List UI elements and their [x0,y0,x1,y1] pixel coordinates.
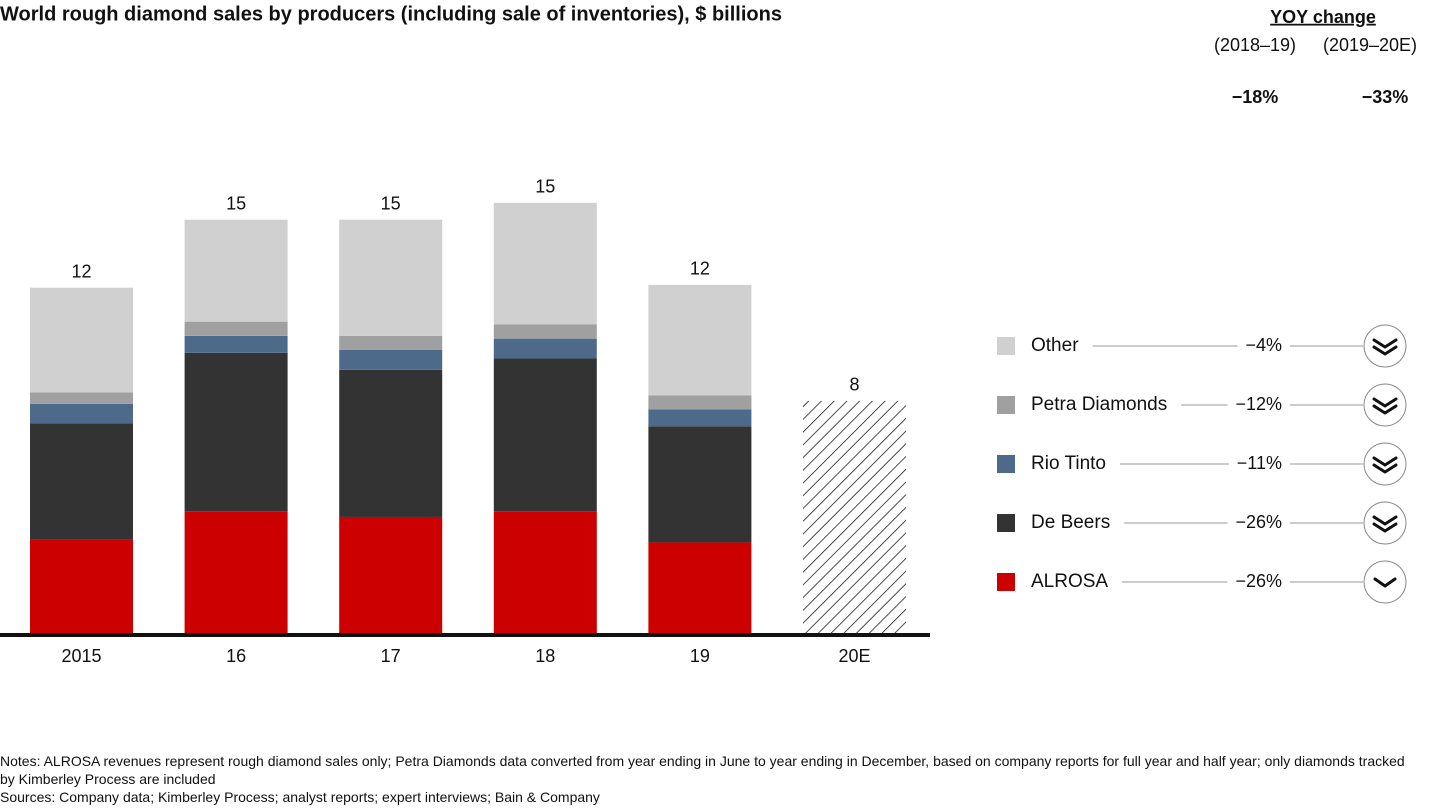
legend-swatch [997,573,1015,591]
chart: World rough diamond sales by producers (… [0,3,1417,666]
legend-label: De Beers [1031,512,1110,533]
bar-segment [184,219,288,322]
bar-segment [184,335,288,353]
series-change: −11% [1237,453,1282,473]
yoy-total: −33% [1362,87,1409,107]
bar-segment [493,324,597,339]
bar-segment [648,426,752,543]
bar-segment [339,335,443,350]
legend-swatch [997,337,1015,355]
yoy-title: YOY change [1270,7,1376,27]
bar-segment [648,395,752,410]
x-tick-label: 17 [381,646,401,666]
bar-segment [493,358,597,512]
legend-swatch [997,455,1015,473]
legend-label: Rio Tinto [1031,453,1106,474]
bar-segment [493,511,597,633]
sources: Sources: Company data; Kimberley Process… [0,789,600,805]
chart-title: World rough diamond sales by producers (… [0,3,782,25]
bar-segment [184,511,288,633]
total-label: 12 [71,261,91,281]
x-tick-label: 16 [226,646,246,666]
total-label: 15 [381,194,401,214]
change-icons [1363,324,1407,604]
bar-segment [648,542,752,633]
total-label: 15 [226,194,246,214]
total-label: 12 [690,259,710,279]
bar-segment [339,369,443,517]
x-tick-label: 18 [535,646,555,666]
bar-segment [30,403,133,424]
x-tick-label: 20E [838,646,870,666]
legend-swatch [997,396,1015,414]
x-tick-label: 2015 [61,646,101,666]
series-change: −26% [1235,571,1282,591]
x-tick-label: 19 [690,646,710,666]
legend-swatch [997,514,1015,532]
bar-segment [339,349,443,370]
legend-label: Other [1031,335,1079,356]
total-label: 15 [535,177,555,197]
bar-segment [648,409,752,427]
bar-segment [184,352,288,512]
bar-segment [30,423,133,540]
estimate-bar [803,400,906,633]
bar-segment [30,539,133,633]
notes: Notes: ALROSA revenues represent rough d… [0,753,1405,787]
bar-segment [339,516,443,633]
series-change: −4% [1245,335,1282,355]
bar-segment [30,287,133,393]
yoy-period: (2019–20E) [1323,35,1417,55]
chevrons [1372,338,1398,588]
yoy-total: −18% [1232,87,1279,107]
legend-label: ALROSA [1031,571,1108,592]
bar-segment [184,321,288,336]
series-change: −26% [1235,512,1282,532]
legend-label: Petra Diamonds [1031,394,1167,415]
bar-segment [493,338,597,359]
bar-segment [339,219,443,336]
bar-segment [648,284,752,396]
total-label: 8 [849,375,859,395]
bar-segment [493,202,597,325]
bar-segment [30,392,133,404]
series-change: −12% [1235,394,1282,414]
yoy-period: (2018–19) [1214,35,1296,55]
footnotes: Notes: ALROSA revenues represent rough d… [0,752,1420,806]
